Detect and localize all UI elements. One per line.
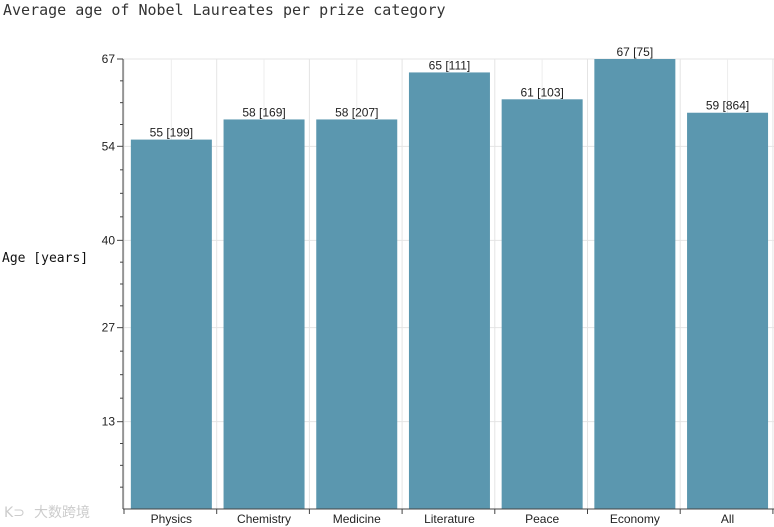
x-tick-label: Literature bbox=[424, 512, 475, 526]
bar-chemistry bbox=[223, 119, 305, 510]
bars bbox=[130, 59, 769, 510]
watermark-mark: K⊃ bbox=[4, 505, 25, 521]
chart-title: Average age of Nobel Laureates per prize… bbox=[3, 1, 446, 19]
watermark-text: 大数跨境 bbox=[34, 505, 90, 521]
bar-medicine bbox=[316, 119, 398, 510]
x-tick-label: All bbox=[721, 512, 734, 526]
bar-value-label: 61 [103] bbox=[520, 85, 563, 99]
bar-value-label: 58 [207] bbox=[335, 105, 378, 119]
x-tick-label: Economy bbox=[610, 512, 660, 526]
y-axis-label: Age [years] bbox=[2, 251, 89, 266]
watermark-logo: K⊃ 大数跨境 bbox=[4, 505, 90, 521]
bar-literature bbox=[408, 72, 490, 510]
x-tick-label: Peace bbox=[525, 512, 559, 526]
y-tick-label: 27 bbox=[102, 321, 116, 335]
x-tick-label: Physics bbox=[151, 512, 192, 526]
y-tick-label: 54 bbox=[102, 139, 116, 153]
labels: 55 [199] 58 [169] 58 [207] 65 [111] 61 [103]… bbox=[102, 45, 750, 526]
x-tick-label: Medicine bbox=[333, 512, 381, 526]
bar-value-label: 65 [111] bbox=[429, 58, 471, 72]
bar-value-label: 59 [864] bbox=[706, 99, 749, 113]
bar-economy bbox=[594, 59, 676, 509]
axes bbox=[117, 58, 774, 514]
bar-all bbox=[687, 112, 769, 509]
y-tick-label: 13 bbox=[102, 415, 116, 429]
bar-value-label: 67 [75] bbox=[616, 45, 653, 59]
bar-value-label: 55 [199] bbox=[150, 126, 193, 140]
y-tick-label: 67 bbox=[102, 52, 116, 66]
x-tick-label: Chemistry bbox=[237, 512, 291, 526]
bar-physics bbox=[130, 139, 212, 509]
bar-peace bbox=[501, 99, 583, 509]
bar-value-label: 58 [169] bbox=[242, 105, 285, 119]
y-tick-label: 40 bbox=[102, 233, 116, 247]
